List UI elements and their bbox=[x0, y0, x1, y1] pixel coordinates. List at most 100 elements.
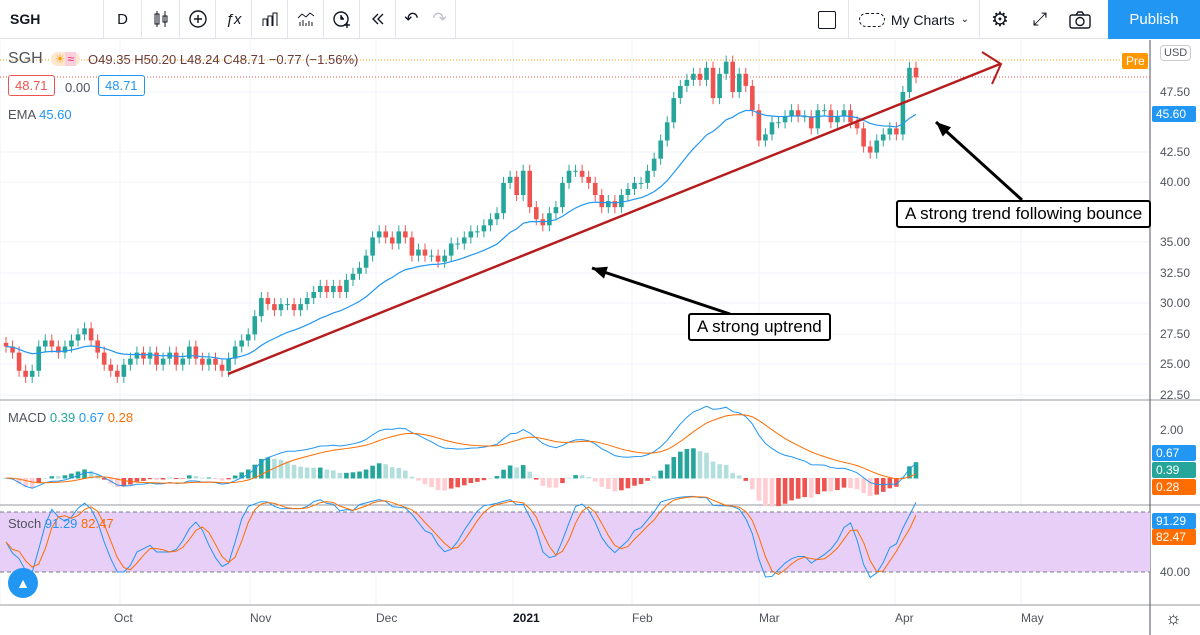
axis-settings-gear-icon[interactable]: ☼ bbox=[1165, 608, 1182, 628]
candle-body bbox=[173, 352, 179, 365]
candle-body bbox=[298, 304, 303, 311]
price-tick: 32.50 bbox=[1160, 266, 1191, 280]
annotation-bounce[interactable]: A strong trend following bounce bbox=[896, 200, 1152, 228]
candle-body bbox=[553, 207, 559, 214]
macd-histogram-bar bbox=[894, 478, 899, 487]
price-tick: 47.50 bbox=[1160, 85, 1191, 99]
candle-body bbox=[376, 231, 382, 238]
macd-histogram-bar bbox=[448, 478, 454, 489]
annotation-uptrend[interactable]: A strong uptrend bbox=[688, 313, 831, 341]
pre-market-tag: Pre bbox=[1122, 53, 1148, 69]
macd-histogram-bar bbox=[82, 469, 87, 479]
candle-body bbox=[285, 304, 290, 306]
fullscreen-icon[interactable]: ⤢ bbox=[1032, 9, 1048, 29]
candle-body bbox=[501, 182, 506, 214]
market-status-badge: ☀ ≈ bbox=[50, 52, 81, 66]
macd-histogram-bar bbox=[324, 469, 330, 479]
candle-body bbox=[416, 249, 421, 256]
candle-body bbox=[291, 304, 297, 311]
macd-histogram-bar bbox=[501, 469, 506, 479]
macd-histogram-bar bbox=[422, 478, 428, 485]
macd-histogram-bar bbox=[645, 478, 650, 481]
macd-histogram-bar bbox=[848, 478, 853, 489]
my-charts-label: My Charts bbox=[890, 11, 955, 28]
trendline-arrowhead bbox=[981, 51, 1003, 85]
macd-histogram-bar bbox=[763, 478, 768, 507]
templates-icon[interactable] bbox=[252, 0, 288, 39]
candle-body bbox=[272, 304, 277, 311]
arrow-uptrend bbox=[591, 266, 731, 316]
replay-icon[interactable] bbox=[360, 0, 396, 39]
candle-body bbox=[226, 358, 231, 371]
candle-body bbox=[841, 110, 847, 117]
candle-body bbox=[730, 61, 735, 92]
interval-button[interactable]: D bbox=[104, 0, 142, 39]
legend-symbol: SGH bbox=[8, 50, 43, 67]
candle-body bbox=[566, 170, 572, 183]
macd-histogram-bar bbox=[357, 471, 362, 479]
bid-price[interactable]: 48.71 bbox=[8, 75, 55, 96]
tradingview-logo[interactable]: ▲ bbox=[8, 568, 38, 598]
macd-histogram-bar bbox=[259, 458, 264, 479]
macd-histogram-bar bbox=[383, 464, 389, 479]
candle-body bbox=[187, 346, 192, 359]
macd-histogram-bar bbox=[416, 478, 421, 481]
macd-histogram-bar bbox=[540, 478, 546, 486]
candle-body bbox=[861, 128, 866, 147]
trendline bbox=[227, 62, 1001, 376]
candles-icon[interactable] bbox=[142, 0, 180, 39]
candle-body bbox=[337, 285, 343, 292]
candle-body bbox=[363, 255, 369, 268]
macd-histogram-bar bbox=[651, 476, 657, 479]
publish-button[interactable]: Publish bbox=[1108, 0, 1200, 39]
symbol-search[interactable]: SGH bbox=[0, 0, 104, 39]
candle-body bbox=[389, 237, 395, 244]
candle-body bbox=[3, 342, 9, 347]
candle-body bbox=[723, 61, 729, 74]
macd-legend: MACD 0.39 0.67 0.28 bbox=[8, 410, 133, 425]
candle-body bbox=[651, 158, 657, 171]
candle-body bbox=[56, 346, 61, 353]
macd-histogram-bar bbox=[62, 475, 68, 479]
macd-histogram-bar bbox=[743, 478, 749, 481]
macd-histogram-bar bbox=[370, 465, 375, 479]
macd-histogram-bar bbox=[736, 475, 742, 479]
macd-histogram-bar bbox=[691, 448, 696, 479]
alert-clock-icon[interactable] bbox=[324, 0, 360, 39]
time-label: 2021 bbox=[513, 611, 540, 625]
macd-histogram-bar bbox=[376, 463, 382, 479]
macd-histogram-bar bbox=[16, 478, 22, 484]
candle-body bbox=[619, 195, 624, 208]
candle-body bbox=[213, 358, 218, 365]
ask-price[interactable]: 48.71 bbox=[98, 75, 145, 96]
compare-add-icon[interactable] bbox=[180, 0, 216, 39]
candle-body bbox=[304, 298, 310, 305]
my-charts-button[interactable]: My Charts ⌄ bbox=[847, 0, 980, 39]
macd-histogram-bar bbox=[114, 478, 120, 488]
price-tick: 22.50 bbox=[1160, 388, 1191, 402]
bar-replay-chart-icon[interactable] bbox=[288, 0, 324, 39]
settings-gear-icon[interactable]: ⚙ bbox=[991, 9, 1009, 31]
candle-body bbox=[36, 346, 42, 371]
candle-body bbox=[599, 195, 605, 208]
candle-body bbox=[808, 116, 814, 129]
macd-histogram-bar bbox=[566, 477, 572, 479]
candle-body bbox=[769, 122, 775, 135]
currency-label[interactable]: USD bbox=[1160, 45, 1192, 61]
camera-icon[interactable] bbox=[1060, 10, 1100, 29]
chart-canvas[interactable] bbox=[0, 40, 1200, 635]
layout-square-icon[interactable] bbox=[817, 10, 836, 29]
candle-body bbox=[625, 188, 631, 196]
candle-body bbox=[736, 73, 742, 92]
redo-icon[interactable]: ↷ bbox=[432, 9, 447, 28]
macd-histogram-bar bbox=[822, 478, 827, 492]
indicators-fx-icon[interactable]: ƒx bbox=[216, 0, 252, 39]
candle-body bbox=[331, 285, 336, 292]
candle-body bbox=[88, 328, 94, 341]
price-tick: 35.00 bbox=[1160, 235, 1191, 249]
candle-body bbox=[114, 370, 120, 377]
macd-histogram-bar bbox=[475, 478, 480, 482]
undo-icon[interactable]: ↶ bbox=[404, 9, 419, 28]
candle-body bbox=[147, 352, 153, 359]
candle-body bbox=[134, 352, 140, 359]
